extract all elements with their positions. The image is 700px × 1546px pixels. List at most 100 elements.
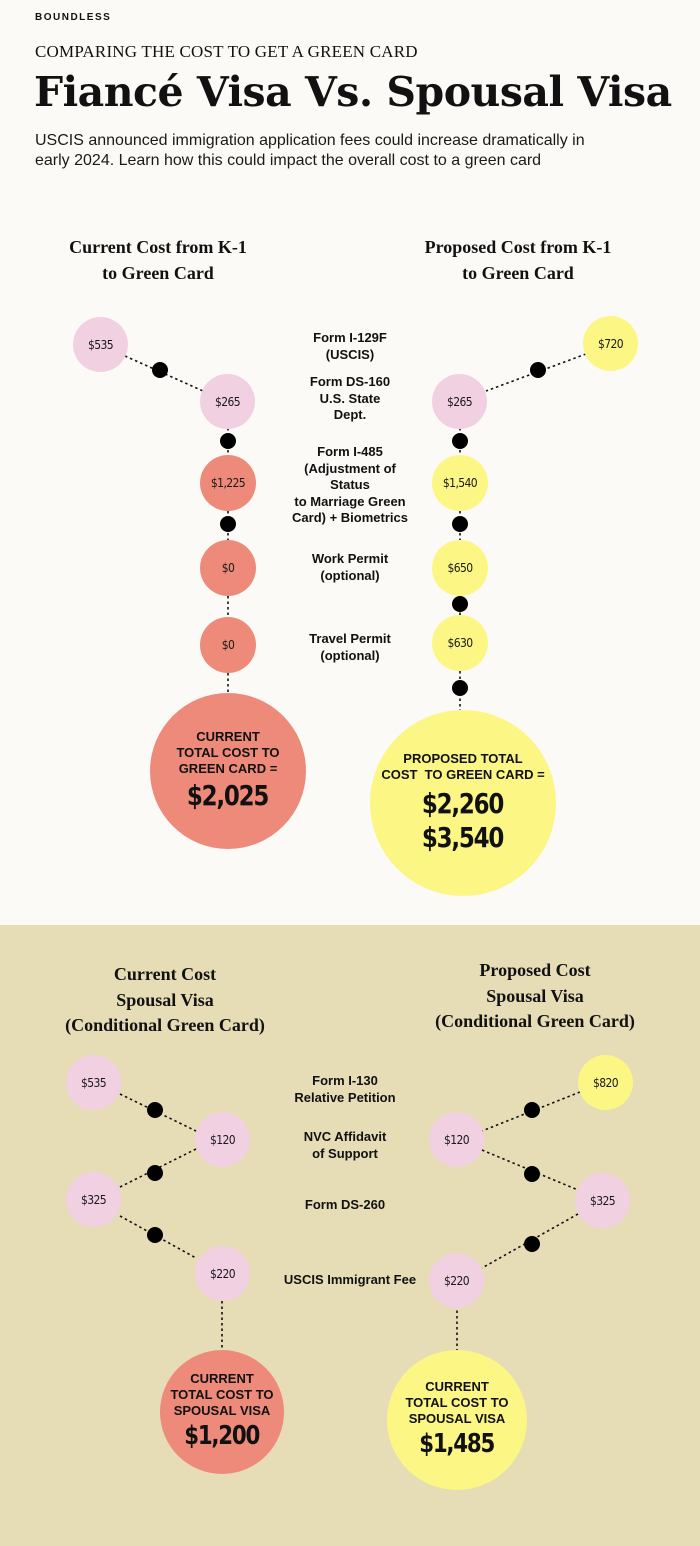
- step-work-permit: Work Permit (optional): [290, 551, 410, 584]
- connector-dot: [530, 362, 546, 378]
- kicker-heading: COMPARING THE COST TO GET A GREEN CARD: [35, 42, 418, 61]
- heading-line: (Conditional Green Card): [435, 1011, 635, 1031]
- k1-current-i485-cost: $1,225: [200, 455, 256, 511]
- heading-line: to Green Card: [102, 262, 214, 283]
- step-line: Work Permit: [311, 551, 389, 566]
- connector-dot: [147, 1227, 163, 1243]
- step-line: (USCIS): [325, 346, 375, 362]
- k1-current-ds160-cost: $265: [200, 374, 255, 429]
- step-line: Form DS-160: [309, 374, 391, 389]
- k1-proposed-travel-permit-cost: $630: [432, 615, 488, 671]
- heading-line: to Green Card: [462, 262, 574, 283]
- step-line: Form DS-260: [304, 1197, 386, 1212]
- spousal-proposed-ds260-cost: $325: [575, 1173, 630, 1228]
- step-line: Status: [330, 477, 370, 492]
- k1-current-i129f-cost: $535: [73, 317, 128, 372]
- spousal-proposed-heading: Proposed Cost Spousal Visa (Conditional …: [415, 958, 655, 1035]
- step-form-ds160: Form DS-160 U.S. State Dept.: [290, 374, 410, 424]
- k1-proposed-total-amount-alt: $3,540: [422, 821, 504, 854]
- connector-dot: [524, 1102, 540, 1118]
- spousal-current-heading: Current Cost Spousal Visa (Conditional G…: [45, 962, 285, 1039]
- total-label-line: COST TO GREEN CARD =: [381, 767, 545, 782]
- connector-dot: [452, 680, 468, 696]
- connector-dot: [452, 516, 468, 532]
- spousal-proposed-total-amount: $1,485: [419, 1429, 496, 1459]
- step-nvc-affidavit: NVC Affidavit of Support: [270, 1129, 420, 1162]
- step-line: (optional): [320, 647, 380, 663]
- k1-current-total-circle: CURRENT TOTAL COST TO GREEN CARD = $2,02…: [150, 693, 306, 849]
- total-label-line: GREEN CARD =: [178, 761, 278, 776]
- connector-dot: [152, 362, 168, 378]
- step-line: Travel Permit: [309, 631, 391, 646]
- heading-line: Current Cost from K-1: [69, 237, 247, 257]
- k1-current-travel-permit-cost: $0: [200, 617, 256, 673]
- total-label-line: TOTAL COST TO: [176, 745, 280, 760]
- connector-dot: [220, 516, 236, 532]
- step-line: (optional): [320, 567, 380, 583]
- step-form-ds260: Form DS-260: [270, 1197, 420, 1214]
- total-label-line: CURRENT: [196, 729, 260, 744]
- step-line: (Adjustment of: [304, 460, 396, 476]
- step-uscis-immigrant-fee: USCIS Immigrant Fee: [255, 1272, 445, 1289]
- spousal-proposed-i130-cost: $820: [578, 1055, 633, 1110]
- spousal-proposed-nvc-cost: $120: [429, 1112, 484, 1167]
- k1-proposed-i485-cost: $1,540: [432, 455, 488, 511]
- page-title: Fiancé Visa Vs. Spousal Visa: [34, 68, 672, 116]
- total-label-line: CURRENT: [425, 1379, 489, 1394]
- k1-current-total-amount: $2,025: [187, 779, 269, 812]
- total-label-line: SPOUSAL VISA: [408, 1411, 506, 1426]
- heading-line: Current Cost: [113, 964, 217, 984]
- spousal-current-total-amount: $1,200: [184, 1421, 261, 1451]
- step-travel-permit: Travel Permit (optional): [290, 631, 410, 664]
- connector-dot: [452, 596, 468, 612]
- k1-proposed-ds160-cost: $265: [432, 374, 487, 429]
- total-label-line: SPOUSAL VISA: [173, 1403, 271, 1418]
- step-line: Card) + Biometrics: [292, 510, 408, 525]
- spousal-current-i130-cost: $535: [66, 1055, 121, 1110]
- k1-proposed-total-amount: $2,260: [422, 787, 504, 820]
- spousal-current-immigrant-fee-cost: $220: [195, 1246, 250, 1301]
- spousal-proposed-total-circle: CURRENT TOTAL COST TO SPOUSAL VISA $1,48…: [387, 1350, 527, 1490]
- k1-current-heading: Current Cost from K-1 to Green Card: [48, 235, 268, 286]
- k1-proposed-work-permit-cost: $650: [432, 540, 488, 596]
- step-line: to Marriage Green: [294, 493, 406, 509]
- connector-dot: [147, 1165, 163, 1181]
- spousal-current-ds260-cost: $325: [66, 1172, 121, 1227]
- step-line: USCIS Immigrant Fee: [283, 1272, 417, 1287]
- step-line: Form I-485: [317, 444, 383, 459]
- k1-current-work-permit-cost: $0: [200, 540, 256, 596]
- connector-dot: [524, 1166, 540, 1182]
- step-form-i130: Form I-130 Relative Petition: [270, 1073, 420, 1106]
- total-label-line: TOTAL COST TO: [170, 1387, 274, 1402]
- total-label-line: CURRENT: [190, 1371, 254, 1386]
- heading-line: Proposed Cost: [479, 960, 591, 980]
- connector-dot: [524, 1236, 540, 1252]
- heading-line: (Conditional Green Card): [65, 1015, 265, 1035]
- k1-proposed-total-circle: PROPOSED TOTAL COST TO GREEN CARD = $2,2…: [370, 710, 556, 896]
- connector-dot: [147, 1102, 163, 1118]
- step-line: Form I-129F: [313, 330, 387, 345]
- spousal-current-total-circle: CURRENT TOTAL COST TO SPOUSAL VISA $1,20…: [160, 1350, 284, 1474]
- total-label-line: PROPOSED TOTAL: [403, 751, 523, 766]
- spousal-current-nvc-cost: $120: [195, 1112, 250, 1167]
- step-line: Relative Petition: [294, 1089, 396, 1105]
- connector-dot: [452, 433, 468, 449]
- k1-proposed-heading: Proposed Cost from K-1 to Green Card: [398, 235, 638, 286]
- intro-paragraph: USCIS announced immigration application …: [35, 132, 585, 169]
- heading-line: Spousal Visa: [486, 985, 584, 1006]
- brand-logo-text: BOUNDLESS: [35, 12, 112, 23]
- total-label-line: TOTAL COST TO: [405, 1395, 509, 1410]
- k1-proposed-i129f-cost: $720: [583, 316, 638, 371]
- heading-line: Spousal Visa: [116, 989, 214, 1010]
- step-form-i129f: Form I-129F (USCIS): [290, 330, 410, 363]
- spousal-proposed-immigrant-fee-cost: $220: [429, 1253, 484, 1308]
- connector-dot: [220, 433, 236, 449]
- spousal-section-background: [0, 925, 700, 1546]
- step-line: U.S. State: [319, 390, 381, 406]
- step-line: Dept.: [333, 407, 367, 422]
- step-line: Form I-130: [312, 1073, 378, 1088]
- step-line: of Support: [312, 1145, 378, 1161]
- step-form-i485: Form I-485 (Adjustment of Status to Marr…: [280, 444, 420, 527]
- step-line: NVC Affidavit: [303, 1129, 387, 1144]
